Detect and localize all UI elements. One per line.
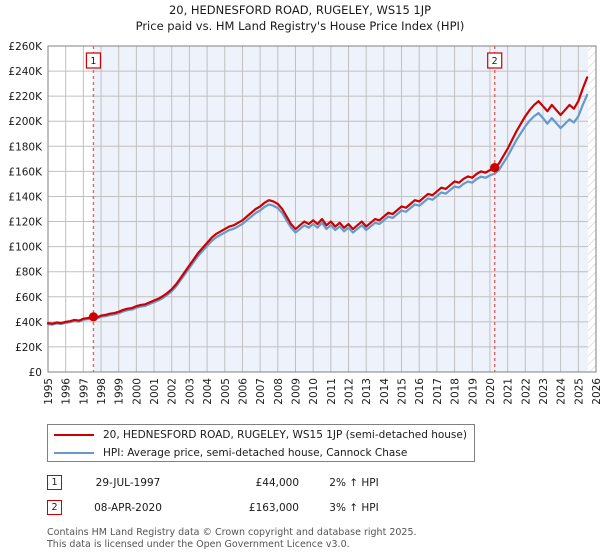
svg-text:£140K: £140K <box>8 191 43 203</box>
svg-text:2008: 2008 <box>273 378 285 405</box>
svg-text:2005: 2005 <box>220 378 232 405</box>
transaction-date: 29-JUL-1997 <box>95 476 161 489</box>
legend-item-property: 20, HEDNESFORD ROAD, RUGELEY, WS15 1JP (… <box>48 426 474 444</box>
page-subtitle: Price paid vs. HM Land Registry's House … <box>135 19 465 33</box>
svg-text:2018: 2018 <box>450 378 462 405</box>
svg-text:£240K: £240K <box>8 66 43 78</box>
transaction-date: 08-APR-2020 <box>94 501 162 514</box>
svg-text:£160K: £160K <box>8 166 43 178</box>
status-badge: 1 <box>47 475 62 490</box>
chart-title-block: 20, HEDNESFORD ROAD, RUGELEY, WS15 1JP P… <box>0 2 600 34</box>
attribution-footer: Contains HM Land Registry data © Crown c… <box>47 527 587 550</box>
svg-text:2021: 2021 <box>503 378 515 405</box>
transaction-price: £44,000 <box>255 476 299 489</box>
svg-text:2004: 2004 <box>202 378 214 405</box>
svg-text:2011: 2011 <box>326 378 338 405</box>
svg-text:1997: 1997 <box>78 378 90 405</box>
svg-text:2016: 2016 <box>414 378 426 405</box>
svg-text:2013: 2013 <box>361 378 373 405</box>
svg-text:2003: 2003 <box>184 378 196 405</box>
svg-text:£260K: £260K <box>8 41 43 53</box>
licence-line: This data is licensed under the Open Gov… <box>47 538 350 550</box>
svg-text:£200K: £200K <box>8 116 43 128</box>
svg-text:£100K: £100K <box>8 242 43 254</box>
svg-text:2019: 2019 <box>467 378 479 405</box>
svg-text:2023: 2023 <box>538 378 550 405</box>
svg-text:2000: 2000 <box>131 378 143 405</box>
svg-text:£80K: £80K <box>15 267 43 279</box>
svg-text:1999: 1999 <box>114 378 126 405</box>
svg-text:2001: 2001 <box>149 378 161 405</box>
transactions-table: 1 29-JUL-1997 £44,000 2% ↑ HPI 2 08-APR-… <box>47 470 467 520</box>
svg-text:2007: 2007 <box>255 378 267 405</box>
svg-text:2012: 2012 <box>344 378 356 405</box>
legend-label-hpi: HPI: Average price, semi-detached house,… <box>103 447 408 459</box>
svg-text:2026: 2026 <box>591 378 600 405</box>
page-title: 20, HEDNESFORD ROAD, RUGELEY, WS15 1JP <box>168 3 432 17</box>
copyright-line: Contains HM Land Registry data © Crown c… <box>47 527 417 538</box>
svg-text:2025: 2025 <box>573 378 585 405</box>
svg-text:2017: 2017 <box>432 378 444 405</box>
svg-text:£120K: £120K <box>8 217 43 229</box>
chart-area: £0 £20K £40K £60K £80K £100K £120K £140K £160K £1… <box>0 36 600 411</box>
legend-label-property: 20, HEDNESFORD ROAD, RUGELEY, WS15 1JP (… <box>103 429 467 441</box>
svg-text:2020: 2020 <box>485 378 497 405</box>
svg-text:2010: 2010 <box>308 378 320 405</box>
svg-text:£220K: £220K <box>8 91 43 103</box>
svg-text:2014: 2014 <box>379 378 391 405</box>
svg-text:£60K: £60K <box>15 292 43 304</box>
table-row: 2 08-APR-2020 £163,000 3% ↑ HPI <box>47 495 467 520</box>
svg-text:2022: 2022 <box>520 378 532 405</box>
svg-text:£40K: £40K <box>15 317 43 329</box>
svg-text:£180K: £180K <box>8 141 43 153</box>
svg-text:1996: 1996 <box>61 378 73 405</box>
chart-legend: 20, HEDNESFORD ROAD, RUGELEY, WS15 1JP (… <box>47 424 475 462</box>
legend-line-swatch-hpi <box>54 452 94 454</box>
svg-text:£20K: £20K <box>15 342 43 354</box>
svg-text:2015: 2015 <box>397 378 409 405</box>
svg-text:2006: 2006 <box>237 378 249 405</box>
svg-text:2002: 2002 <box>167 378 179 405</box>
svg-text:1995: 1995 <box>43 378 55 405</box>
svg-text:1998: 1998 <box>96 378 108 405</box>
svg-text:2: 2 <box>492 56 498 67</box>
transaction-hpi-delta: 2% ↑ HPI <box>329 476 379 489</box>
svg-text:£0: £0 <box>29 367 42 379</box>
transaction-hpi-delta: 3% ↑ HPI <box>329 501 379 514</box>
svg-text:2009: 2009 <box>290 378 302 405</box>
transaction-price: £163,000 <box>248 501 299 514</box>
svg-text:1: 1 <box>90 56 96 67</box>
legend-item-hpi: HPI: Average price, semi-detached house,… <box>48 444 474 462</box>
legend-line-swatch-property <box>54 434 94 436</box>
svg-text:2024: 2024 <box>556 378 568 405</box>
price-history-chart: £0 £20K £40K £60K £80K £100K £120K £140K £160K £1… <box>8 41 600 405</box>
status-badge: 2 <box>47 500 62 515</box>
table-row: 1 29-JUL-1997 £44,000 2% ↑ HPI <box>47 470 467 495</box>
